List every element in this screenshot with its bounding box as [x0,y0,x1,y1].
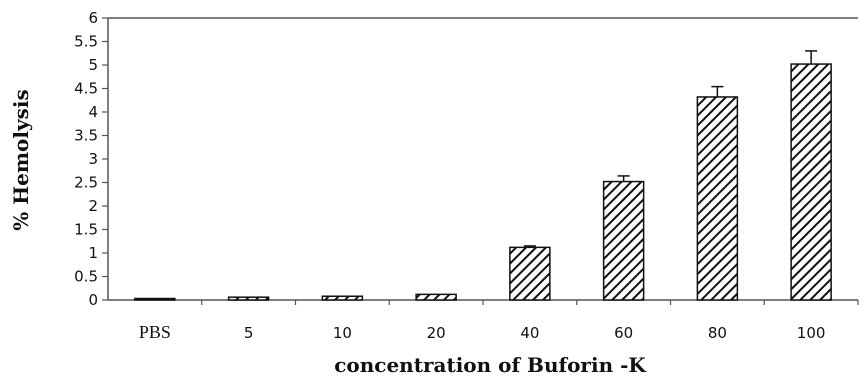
bar-5 [227,296,270,301]
bars [134,50,832,301]
x-tick-label: 100 [797,324,826,342]
bar-40 [509,246,551,301]
plot-area [107,17,858,301]
x-axis-title: concentration of Buforin -K [334,353,646,377]
y-tick-label: 4 [88,103,98,121]
bar-80 [696,96,739,301]
y-tick-label: 6 [88,9,98,27]
x-axis-ticks: PBS 5 10 20 40 60 80 100 [139,300,859,342]
y-tick-label: 1 [88,244,98,262]
bar-60 [602,180,645,301]
y-tick-label: 5.5 [74,33,98,51]
x-tick-label: 80 [708,324,727,342]
x-tick-label: 10 [333,324,352,342]
x-tick-label: PBS [139,322,171,342]
y-tick-label: 4.5 [74,80,98,98]
x-tick-label: 40 [520,324,539,342]
bar-100 [790,63,832,301]
x-tick-label: 60 [614,324,633,342]
y-axis-title: % Hemolysis [9,89,33,230]
y-axis-ticks: 0 0.5 1 1.5 2 2.5 3 3.5 4 4.5 5 5.5 6 [74,9,108,309]
y-tick-label: 0 [88,291,98,309]
x-tick-label: 5 [244,324,254,342]
bar-PBS [134,297,176,301]
y-tick-label: 2 [88,197,98,215]
y-tick-label: 2.5 [74,174,98,192]
y-tick-label: 1.5 [74,221,98,239]
y-tick-label: 0.5 [74,268,98,286]
y-tick-label: 3.5 [74,127,98,145]
x-tick-label: 20 [427,324,446,342]
bar-20 [415,293,457,301]
bar-10 [321,295,364,301]
y-tick-label: 5 [88,56,98,74]
y-tick-label: 3 [88,150,98,168]
